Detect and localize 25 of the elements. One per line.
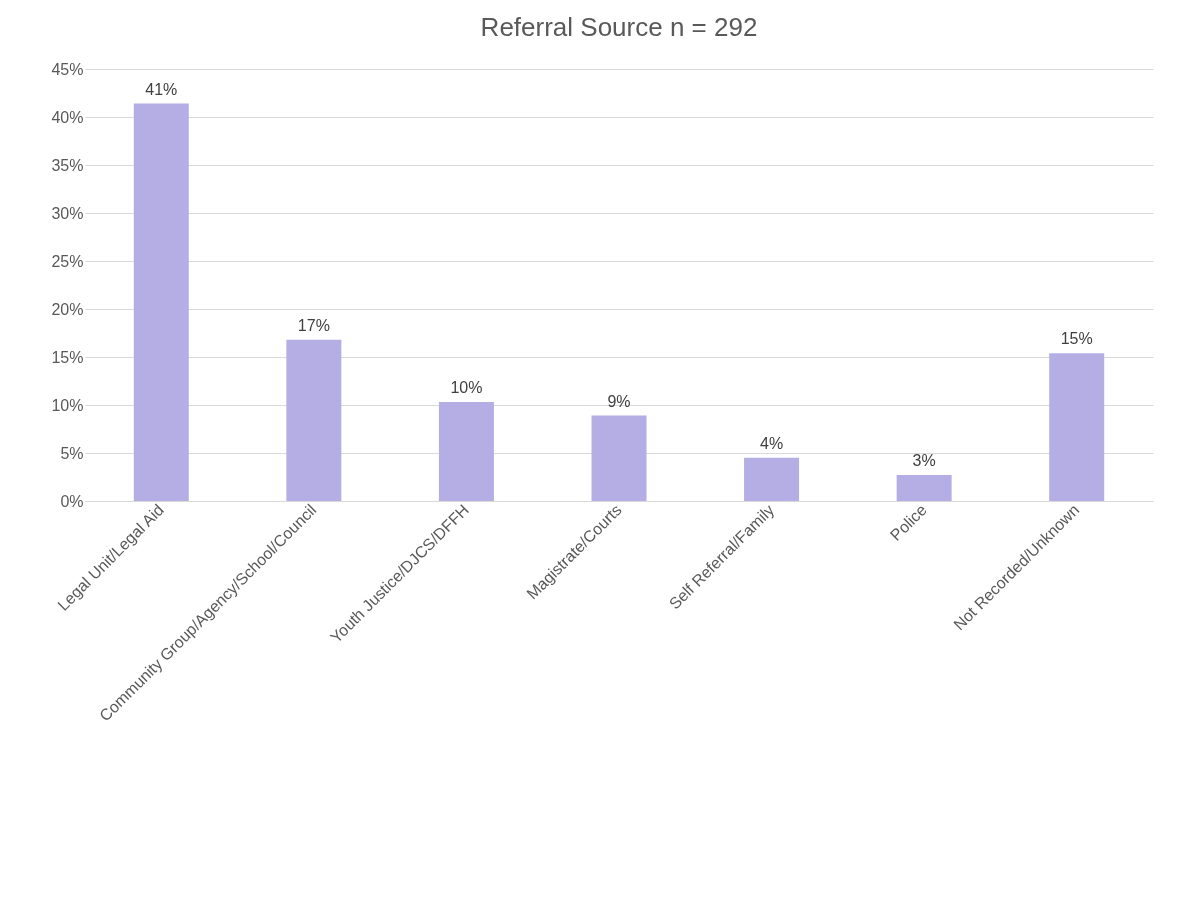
bar bbox=[438, 402, 494, 501]
y-tick-label: 45% bbox=[51, 60, 84, 78]
bar bbox=[896, 475, 952, 501]
data-label: 41% bbox=[145, 80, 178, 98]
y-tick-label: 0% bbox=[60, 492, 84, 510]
y-tick-label: 5% bbox=[60, 444, 84, 462]
data-label: 3% bbox=[912, 452, 936, 470]
y-tick-label: 10% bbox=[51, 396, 84, 414]
y-tick-label: 20% bbox=[51, 300, 84, 318]
bar bbox=[1049, 353, 1105, 501]
y-tick-label: 25% bbox=[51, 252, 84, 270]
y-tick-label: 30% bbox=[51, 204, 84, 222]
chart-title: Referral Source n = 292 bbox=[480, 12, 758, 42]
y-tick-label: 35% bbox=[51, 156, 84, 174]
bar bbox=[133, 103, 189, 501]
y-tick-label: 40% bbox=[51, 108, 84, 126]
y-tick-label: 15% bbox=[51, 348, 84, 366]
data-label: 9% bbox=[607, 392, 631, 410]
data-label: 10% bbox=[450, 379, 483, 397]
bar bbox=[286, 339, 342, 501]
data-label: 15% bbox=[1060, 330, 1093, 348]
data-label: 4% bbox=[760, 434, 784, 452]
bar bbox=[744, 457, 800, 501]
bar bbox=[591, 415, 647, 501]
data-label: 17% bbox=[297, 316, 330, 334]
